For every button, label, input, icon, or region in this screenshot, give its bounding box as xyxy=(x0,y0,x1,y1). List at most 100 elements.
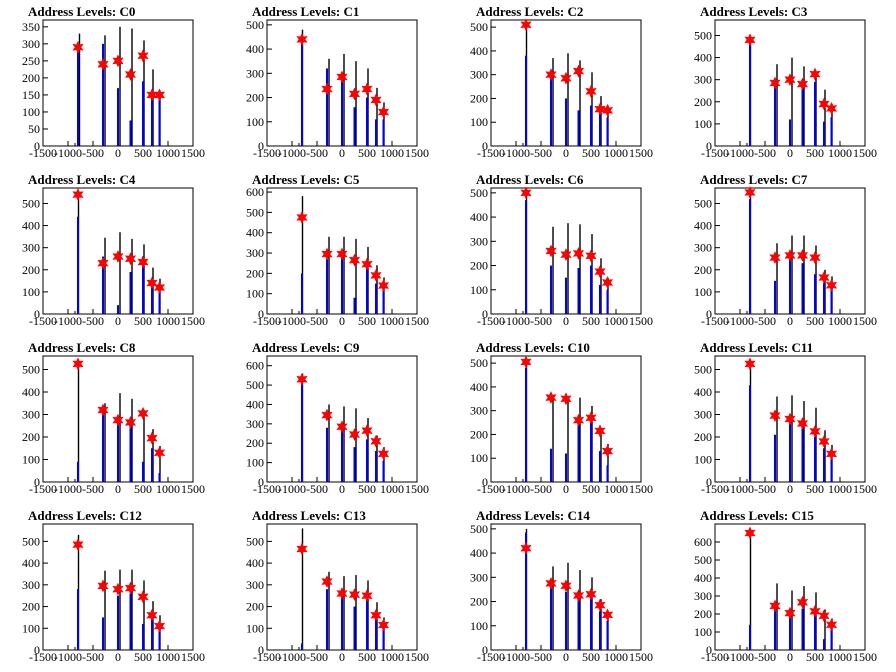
y-tick-label: 400 xyxy=(470,44,488,58)
peak-marker xyxy=(153,619,166,633)
histogram-svg-c8: Address Levels: C80100200300400500-1500-… xyxy=(22,340,205,496)
chart-title: Address Levels: C5 xyxy=(252,172,360,187)
x-tick-label: -1500 xyxy=(701,650,729,664)
peak-marker xyxy=(744,185,756,200)
x-tick-label: 500 xyxy=(806,146,824,160)
y-tick-label: 300 xyxy=(246,578,264,592)
peak-marker xyxy=(601,608,614,622)
peak-marker xyxy=(112,413,124,427)
peak-marker xyxy=(585,249,597,263)
y-tick-label: 0 xyxy=(34,475,40,489)
y-tick-label: 500 xyxy=(246,205,264,219)
y-tick-label: 0 xyxy=(706,307,712,321)
peak-marker xyxy=(336,70,348,84)
chart-title: Address Levels: C10 xyxy=(476,340,590,355)
y-tick-label: 400 xyxy=(470,210,488,224)
peak-marker xyxy=(296,542,308,556)
y-tick-label: 150 xyxy=(22,88,40,102)
y-tick-label: 100 xyxy=(246,287,264,301)
x-tick-label: -500 xyxy=(754,482,776,496)
y-tick-label: 600 xyxy=(246,185,264,199)
peak-marker xyxy=(545,390,557,405)
y-tick-label: 400 xyxy=(246,42,264,56)
peak-marker xyxy=(545,68,557,82)
x-tick-label: 1500 xyxy=(181,650,205,664)
y-tick-label: 200 xyxy=(470,427,488,441)
peak-marker xyxy=(336,247,348,261)
peak-marker xyxy=(825,278,838,292)
x-tick-label: 1000 xyxy=(604,146,628,160)
x-tick-label: -1500 xyxy=(29,650,57,664)
x-tick-label: 1000 xyxy=(380,314,404,328)
y-tick-label: 300 xyxy=(694,408,712,422)
peak-marker xyxy=(146,276,158,290)
chart-title: Address Levels: C8 xyxy=(28,340,136,355)
peak-marker xyxy=(361,424,373,438)
peak-marker xyxy=(520,186,532,200)
peak-marker xyxy=(370,93,382,107)
peak-marker xyxy=(809,67,821,81)
peak-marker xyxy=(545,576,557,590)
x-tick-label: -500 xyxy=(306,650,328,664)
peak-marker xyxy=(124,67,137,82)
y-tick-label: 400 xyxy=(470,380,488,394)
y-tick-label: 300 xyxy=(694,73,712,87)
y-tick-label: 500 xyxy=(470,356,488,370)
peak-marker xyxy=(818,609,830,623)
x-tick-label: -1500 xyxy=(477,146,505,160)
peak-marker xyxy=(146,88,158,102)
y-tick-label: 0 xyxy=(482,475,488,489)
x-tick-label: 0 xyxy=(339,482,345,496)
peak-marker xyxy=(348,427,361,442)
histogram-svg-c15: Address Levels: C15 0 100 200 300 400 500 600 -1… xyxy=(694,508,877,664)
peak-marker xyxy=(137,406,149,421)
y-tick-label: 500 xyxy=(246,18,264,32)
peak-marker xyxy=(321,247,333,261)
panel-c0: Address Levels: C0 0 50 100 150 200 250 300 350 -… xyxy=(0,0,224,168)
chart-title: Address Levels: C9 xyxy=(252,340,360,355)
x-tick-label: -1000 xyxy=(54,482,82,496)
x-tick-label: -1500 xyxy=(477,314,505,328)
peak-marker xyxy=(520,541,532,555)
x-tick-label: 0 xyxy=(115,650,121,664)
y-tick-label: 0 xyxy=(258,475,264,489)
x-tick-label: 1500 xyxy=(629,314,653,328)
panel-c11: Address Levels: C11 0 100 200 300 400 500 -1500… xyxy=(672,336,896,504)
y-tick-label: 100 xyxy=(22,105,40,119)
y-tick-label: 300 xyxy=(246,66,264,80)
peak-marker xyxy=(572,413,585,427)
peak-marker xyxy=(377,105,390,119)
x-tick-label: -1000 xyxy=(502,314,530,328)
x-tick-label: 0 xyxy=(115,146,121,160)
chart-title: Address Levels: C3 xyxy=(700,4,808,19)
panel-c6: Address Levels: C6 0 100 200 300 400 500 -1500-… xyxy=(448,168,672,336)
x-tick-label: -500 xyxy=(754,650,776,664)
peak-marker xyxy=(153,88,166,102)
peak-marker xyxy=(97,57,109,71)
peak-marker xyxy=(769,76,781,90)
histogram-svg-c4: Address Levels: C40100200300400500-1500-… xyxy=(22,172,205,328)
y-tick-label: 200 xyxy=(246,600,264,614)
x-tick-label: 1500 xyxy=(629,146,653,160)
x-tick-label: 1500 xyxy=(629,650,653,664)
histogram-svg-c10: Address Levels: C10 0 100 200 300 400 500 -1500… xyxy=(470,340,653,496)
y-tick-label: 200 xyxy=(470,259,488,273)
y-tick-label: 500 xyxy=(694,28,712,42)
y-tick-label: 500 xyxy=(246,378,264,392)
x-tick-label: -500 xyxy=(530,482,552,496)
peak-marker xyxy=(809,251,821,265)
histogram-svg-c6: Address Levels: C60100200300400500-1500-… xyxy=(470,172,653,328)
panel-c5: Address Levels: C5 0 100 200 300 400 500 600 -15… xyxy=(224,168,448,336)
x-tick-label: -500 xyxy=(82,146,104,160)
peak-marker xyxy=(72,40,84,54)
peak-marker xyxy=(348,587,361,602)
peak-marker xyxy=(572,64,585,78)
histogram-svg-c14: Address Levels: C14 0 100 200 300 400 500 -1500… xyxy=(470,508,653,664)
y-tick-label: 600 xyxy=(694,535,712,549)
x-tick-label: 1500 xyxy=(405,650,429,664)
x-tick-label: 1000 xyxy=(156,650,180,664)
peak-marker xyxy=(348,87,361,101)
peak-marker xyxy=(784,248,796,263)
y-tick-label: 300 xyxy=(246,417,264,431)
